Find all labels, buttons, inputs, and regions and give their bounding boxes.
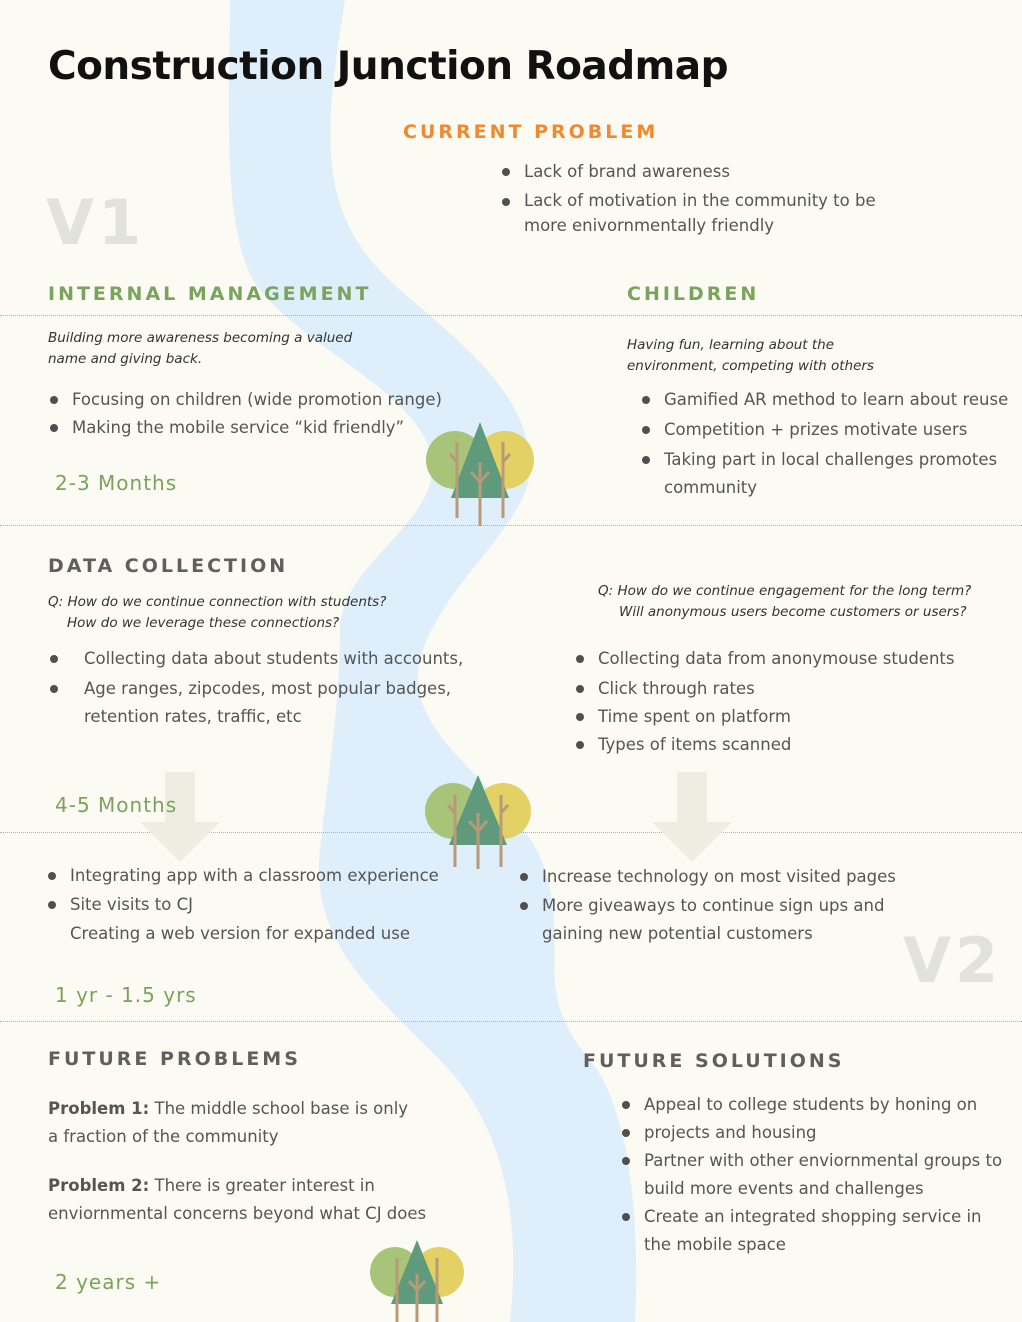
current-problem-list: Lack of brand awareness Lack of motivati… <box>500 158 880 238</box>
list-item: Collecting data from anonymouse students <box>574 645 994 673</box>
list-item: Integrating app with a classroom experie… <box>46 862 466 890</box>
next-steps-left-list: Integrating app with a classroom experie… <box>46 862 466 948</box>
list-item: Types of items scanned <box>574 731 994 759</box>
section-divider <box>0 525 1022 526</box>
internal-management-list: Focusing on children (wide promotion ran… <box>48 386 468 442</box>
list-item: Making the mobile service “kid friendly” <box>48 414 468 442</box>
section-divider <box>0 1021 1022 1022</box>
list-item: More giveaways to continue sign ups and … <box>518 892 898 948</box>
list-item: Appeal to college students by honing on <box>620 1091 1010 1119</box>
data-collection-right-questions: Q: How do we continue engagement for the… <box>598 583 972 620</box>
down-arrow-icon <box>652 772 732 862</box>
section-divider <box>0 315 1022 316</box>
list-item: Partner with other enviornmental groups … <box>620 1147 1010 1203</box>
list-item: Lack of brand awareness <box>500 158 880 186</box>
future-solutions-heading: FUTURE SOLUTIONS <box>583 1050 845 1072</box>
list-item: Time spent on platform <box>574 703 994 731</box>
timeframe-label: 4-5 Months <box>55 793 178 817</box>
current-problem-heading: CURRENT PROBLEM <box>403 121 659 143</box>
data-collection-right-list: Collecting data from anonymouse students… <box>574 645 994 759</box>
children-list: Gamified AR method to learn about reuse … <box>640 386 1010 502</box>
list-item: Focusing on children (wide promotion ran… <box>48 386 468 414</box>
list-item: Taking part in local challenges promotes… <box>640 446 1010 502</box>
list-item: projects and housing <box>620 1119 1010 1147</box>
internal-management-heading: INTERNAL MANAGEMENT <box>48 283 372 305</box>
list-item: Collecting data about students with acco… <box>48 645 468 673</box>
internal-management-subtitle: Building more awareness becoming a value… <box>48 330 353 367</box>
future-solutions-list: Appeal to college students by honing on … <box>620 1091 1010 1259</box>
page-title: Construction Junction Roadmap <box>48 44 729 89</box>
data-collection-left-questions: Q: How do we continue connection with st… <box>48 594 387 631</box>
down-arrow-icon <box>140 772 220 862</box>
list-item: Gamified AR method to learn about reuse <box>640 386 1010 414</box>
tree-cluster-icon <box>426 422 534 526</box>
children-heading: CHILDREN <box>627 283 760 305</box>
next-steps-right-list: Increase technology on most visited page… <box>518 863 898 948</box>
version-label-v2: V2 <box>903 924 1003 997</box>
tree-cluster-icon <box>425 775 531 869</box>
problem-2: Problem 2: There is greater interest in … <box>48 1176 427 1223</box>
list-item: Click through rates <box>574 675 994 703</box>
problem-1: Problem 1: The middle school base is onl… <box>48 1099 409 1146</box>
list-item: Competition + prizes motivate users <box>640 416 1010 444</box>
list-item: Create an integrated shopping service in… <box>620 1203 1010 1259</box>
list-item: Age ranges, zipcodes, most popular badge… <box>48 675 468 731</box>
list-item: Creating a web version for expanded use <box>70 924 410 943</box>
data-collection-heading: DATA COLLECTION <box>48 555 289 577</box>
tree-cluster-icon <box>370 1240 464 1322</box>
list-item: Increase technology on most visited page… <box>518 863 898 891</box>
timeframe-label: 2 years + <box>55 1270 162 1294</box>
timeframe-label: 2-3 Months <box>55 471 178 495</box>
list-item: Site visits to CJ <box>46 891 466 919</box>
future-problems-heading: FUTURE PROBLEMS <box>48 1048 301 1070</box>
list-item: Lack of motivation in the community to b… <box>500 188 880 238</box>
version-label-v1: V1 <box>46 186 146 259</box>
timeframe-label: 1 yr - 1.5 yrs <box>55 983 197 1007</box>
data-collection-left-list: Collecting data about students with acco… <box>48 645 468 731</box>
children-subtitle: Having fun, learning about the environme… <box>627 337 874 374</box>
